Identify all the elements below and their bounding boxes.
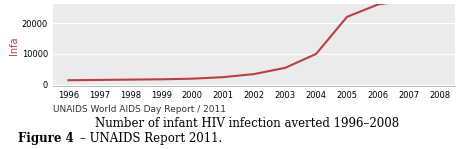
Text: UNAIDS World AIDS Day Report / 2011: UNAIDS World AIDS Day Report / 2011 bbox=[53, 105, 225, 114]
Text: Figure 4: Figure 4 bbox=[18, 132, 74, 145]
Text: Number of infant HIV infection averted 1996–2008
– UNAIDS Report 2011.: Number of infant HIV infection averted 1… bbox=[80, 117, 399, 145]
Y-axis label: Infa: Infa bbox=[9, 36, 19, 55]
